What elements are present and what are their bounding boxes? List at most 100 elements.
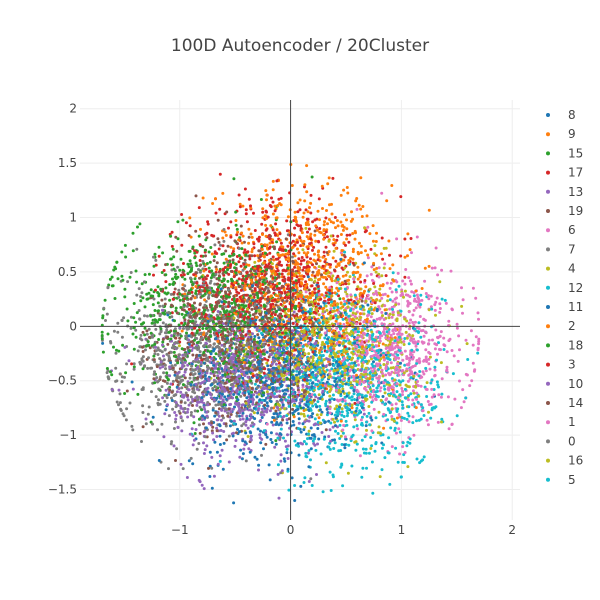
- data-point-series-9: [324, 276, 327, 279]
- data-point-series-9: [224, 233, 228, 237]
- data-point-series-5: [309, 458, 312, 462]
- data-point-series-19: [347, 347, 351, 351]
- data-point-series-6: [401, 445, 405, 449]
- data-point-series-13: [315, 473, 318, 476]
- data-point-series-3: [345, 233, 349, 237]
- data-point-series-9: [261, 207, 265, 211]
- data-point-series-5: [373, 449, 377, 453]
- data-point-series-0: [182, 327, 185, 330]
- data-point-series-0: [171, 407, 175, 411]
- data-point-series-16: [292, 356, 296, 360]
- data-point-series-1: [366, 225, 370, 229]
- data-point-series-6: [349, 368, 353, 372]
- data-point-series-8: [253, 417, 257, 421]
- data-point-series-15: [171, 277, 174, 281]
- data-point-series-10: [188, 345, 192, 349]
- data-point-series-1: [427, 362, 431, 366]
- data-point-series-4: [350, 358, 353, 362]
- data-point-series-18: [188, 270, 192, 274]
- data-point-series-14: [266, 320, 270, 323]
- data-point-series-1: [377, 266, 381, 270]
- data-point-series-9: [427, 208, 431, 212]
- data-point-series-2: [305, 164, 309, 168]
- data-point-series-19: [194, 194, 198, 198]
- data-point-series-4: [381, 314, 384, 318]
- data-point-series-6: [408, 327, 411, 331]
- data-point-series-2: [324, 285, 328, 289]
- data-point-series-8: [320, 316, 324, 319]
- data-point-series-15: [338, 297, 342, 301]
- data-point-series-14: [161, 379, 165, 383]
- data-point-series-3: [269, 306, 273, 310]
- data-point-series-15: [121, 343, 125, 347]
- data-point-series-18: [132, 347, 136, 351]
- data-point-series-9: [238, 202, 242, 206]
- data-point-series-14: [263, 403, 267, 407]
- data-point-series-10: [183, 370, 187, 374]
- data-point-series-14: [174, 235, 178, 239]
- data-point-series-0: [152, 372, 156, 376]
- data-point-series-11: [257, 336, 261, 340]
- data-point-series-1: [389, 361, 393, 365]
- data-point-series-6: [471, 361, 475, 365]
- data-point-series-13: [237, 338, 241, 342]
- data-point-series-7: [112, 329, 116, 333]
- data-point-series-1: [394, 350, 397, 354]
- data-point-series-4: [320, 343, 324, 347]
- data-point-series-9: [360, 215, 364, 218]
- data-point-series-17: [248, 257, 252, 261]
- data-point-series-19: [284, 237, 288, 241]
- data-point-series-3: [297, 257, 301, 261]
- data-point-series-2: [340, 249, 344, 252]
- data-point-series-16: [282, 378, 286, 382]
- data-point-series-6: [410, 251, 413, 255]
- data-point-series-19: [250, 289, 254, 293]
- data-point-series-16: [391, 313, 395, 317]
- data-point-series-7: [154, 258, 158, 262]
- data-point-series-12: [308, 332, 312, 336]
- data-point-series-11: [237, 369, 240, 373]
- data-point-series-11: [253, 455, 257, 459]
- data-point-series-17: [291, 322, 295, 325]
- data-point-series-11: [233, 405, 236, 409]
- data-point-series-13: [301, 383, 305, 387]
- data-point-series-6: [384, 373, 388, 377]
- data-point-series-6: [369, 315, 373, 319]
- data-point-series-0: [183, 407, 187, 411]
- data-point-series-0: [104, 319, 107, 322]
- data-point-series-12: [388, 353, 392, 357]
- data-point-series-19: [360, 299, 364, 303]
- data-point-series-14: [270, 323, 274, 327]
- data-point-series-1: [375, 317, 379, 321]
- data-point-series-5: [338, 423, 342, 427]
- data-point-series-15: [216, 316, 220, 320]
- data-point-series-1: [406, 379, 410, 383]
- data-point-series-0: [167, 414, 171, 418]
- data-point-series-6: [335, 398, 339, 402]
- data-point-series-6: [450, 349, 454, 352]
- data-point-series-11: [218, 434, 222, 438]
- data-point-series-12: [419, 293, 423, 297]
- data-point-series-9: [331, 256, 335, 260]
- data-point-series-15: [193, 256, 197, 260]
- data-point-series-13: [215, 426, 219, 430]
- data-point-series-16: [177, 344, 181, 348]
- data-point-series-5: [278, 414, 282, 418]
- data-point-series-2: [322, 306, 326, 310]
- data-point-series-1: [380, 296, 384, 300]
- data-point-series-14: [203, 319, 207, 323]
- data-point-series-7: [129, 326, 133, 330]
- data-point-series-1: [477, 339, 481, 343]
- data-point-series-3: [286, 296, 290, 300]
- data-point-series-5: [350, 398, 354, 402]
- data-point-series-2: [339, 419, 343, 423]
- data-point-series-1: [401, 358, 405, 362]
- data-point-series-16: [427, 410, 430, 414]
- data-point-series-12: [466, 358, 470, 361]
- data-point-series-5: [314, 448, 318, 452]
- data-point-series-11: [252, 406, 256, 410]
- data-point-series-16: [383, 391, 387, 395]
- data-point-series-18: [101, 350, 105, 354]
- data-point-series-4: [306, 390, 310, 394]
- data-point-series-11: [256, 427, 260, 431]
